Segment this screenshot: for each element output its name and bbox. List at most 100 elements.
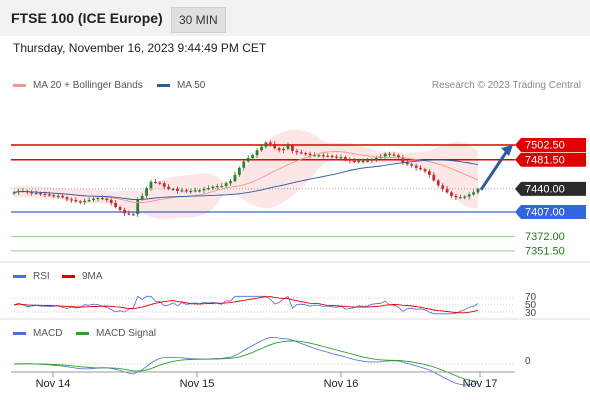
candle-body	[410, 164, 414, 166]
price-label-tag	[515, 205, 586, 219]
candle-body	[52, 195, 56, 197]
candle-body	[405, 162, 409, 165]
candle-body	[251, 155, 255, 158]
candle-body	[145, 188, 148, 196]
candle-body	[432, 174, 436, 181]
timeframe-badge[interactable]: 30 MIN	[171, 7, 226, 33]
instrument-title: FTSE 100 (ICE Europe)	[11, 10, 163, 26]
candle-body	[441, 185, 445, 189]
candle-body	[233, 174, 237, 182]
candle-body	[180, 190, 184, 192]
price-label-tag	[515, 138, 586, 152]
candle-body	[65, 197, 69, 200]
candle-body	[246, 157, 250, 162]
price-label-text: 7372.00	[525, 231, 565, 243]
candle-body	[282, 148, 285, 151]
bollinger-band-area	[14, 129, 478, 219]
forecast-arrow-icon	[479, 145, 513, 191]
rsi-swatch	[13, 275, 26, 278]
candle-body	[211, 186, 215, 189]
candle-body	[43, 193, 47, 195]
candle-body	[78, 201, 82, 203]
candle-body	[352, 160, 356, 162]
candle-body	[189, 190, 193, 193]
candle-body	[198, 190, 201, 192]
candle-body	[70, 199, 73, 201]
candle-body	[330, 155, 334, 158]
x-tick-label: Nov 17	[463, 378, 498, 390]
9ma-label: 9MA	[82, 271, 103, 282]
candle-body	[215, 186, 219, 188]
legend-macd: MACD	[13, 328, 62, 339]
candle-body	[87, 200, 91, 202]
candle-body	[237, 167, 241, 175]
candle-body	[131, 214, 135, 216]
bollinger-fill	[14, 129, 478, 219]
candle-body	[30, 192, 34, 194]
x-tick-label: Nov 15	[180, 378, 215, 390]
candle-body	[321, 155, 325, 157]
candle-body	[34, 193, 38, 195]
ma50-line	[13, 159, 479, 200]
candle-body	[304, 153, 308, 155]
candle-body	[207, 188, 210, 190]
candle-body	[260, 146, 263, 151]
macd-line	[13, 337, 479, 386]
candle-body	[123, 209, 126, 214]
candle-body	[255, 150, 259, 156]
candle-body	[313, 155, 316, 157]
macd-panel: 0	[0, 318, 590, 386]
price-label-text: 7351.50	[525, 246, 565, 258]
chart-timestamp: Thursday, November 16, 2023 9:44:49 PM C…	[13, 41, 267, 55]
candle-body	[12, 192, 16, 194]
9ma-line	[13, 296, 479, 314]
candle-body	[74, 200, 78, 202]
candle-body	[162, 183, 166, 187]
candle-body	[92, 198, 95, 201]
macd-zero-label: 0	[525, 356, 531, 367]
price-label-text: 7481.50	[525, 154, 565, 166]
price-level-labels: 7502.50 7481.50 7440.00 7407.00 7372.00 7351.…	[515, 138, 586, 258]
candle-body	[414, 165, 418, 168]
candle-body	[171, 188, 175, 191]
candle-body	[167, 186, 171, 189]
legend-rsi: RSI	[13, 271, 50, 282]
candle-body	[264, 142, 268, 147]
x-tick-label: Nov 16	[324, 378, 359, 390]
macd-signal-label: MACD Signal	[96, 328, 157, 339]
candle-body	[96, 197, 100, 200]
candle-body	[427, 171, 431, 175]
candle-body	[118, 207, 122, 210]
candle-body	[136, 199, 140, 215]
legend-macd-signal: MACD Signal	[76, 328, 156, 339]
candle-body	[193, 190, 197, 192]
rsi-level-label: 70	[525, 292, 537, 303]
candle-body	[176, 188, 179, 191]
candle-body	[47, 194, 51, 196]
candle-body	[317, 155, 321, 157]
candle-body	[445, 188, 449, 193]
candle-body	[419, 167, 422, 170]
candle-body	[361, 160, 365, 162]
candle-body	[344, 157, 347, 160]
candle-body	[268, 142, 272, 144]
candle-body	[348, 159, 352, 161]
candle-body	[83, 200, 87, 203]
price-label-text: 7502.50	[525, 140, 565, 152]
candle-body	[383, 153, 387, 157]
candle-body	[154, 181, 157, 184]
candle-body	[339, 157, 343, 159]
macd-signal-line	[14, 340, 479, 382]
candle-body	[450, 192, 453, 196]
price-label-tag	[515, 181, 586, 196]
candle-body	[366, 160, 369, 162]
candlesticks	[12, 140, 480, 217]
candle-body	[109, 200, 113, 203]
9ma-swatch	[62, 275, 75, 278]
candle-body	[370, 159, 374, 161]
x-axis: Nov 14 Nov 15 Nov 16 Nov 17	[11, 371, 515, 390]
candle-body	[286, 145, 290, 149]
candle-body	[184, 190, 188, 192]
